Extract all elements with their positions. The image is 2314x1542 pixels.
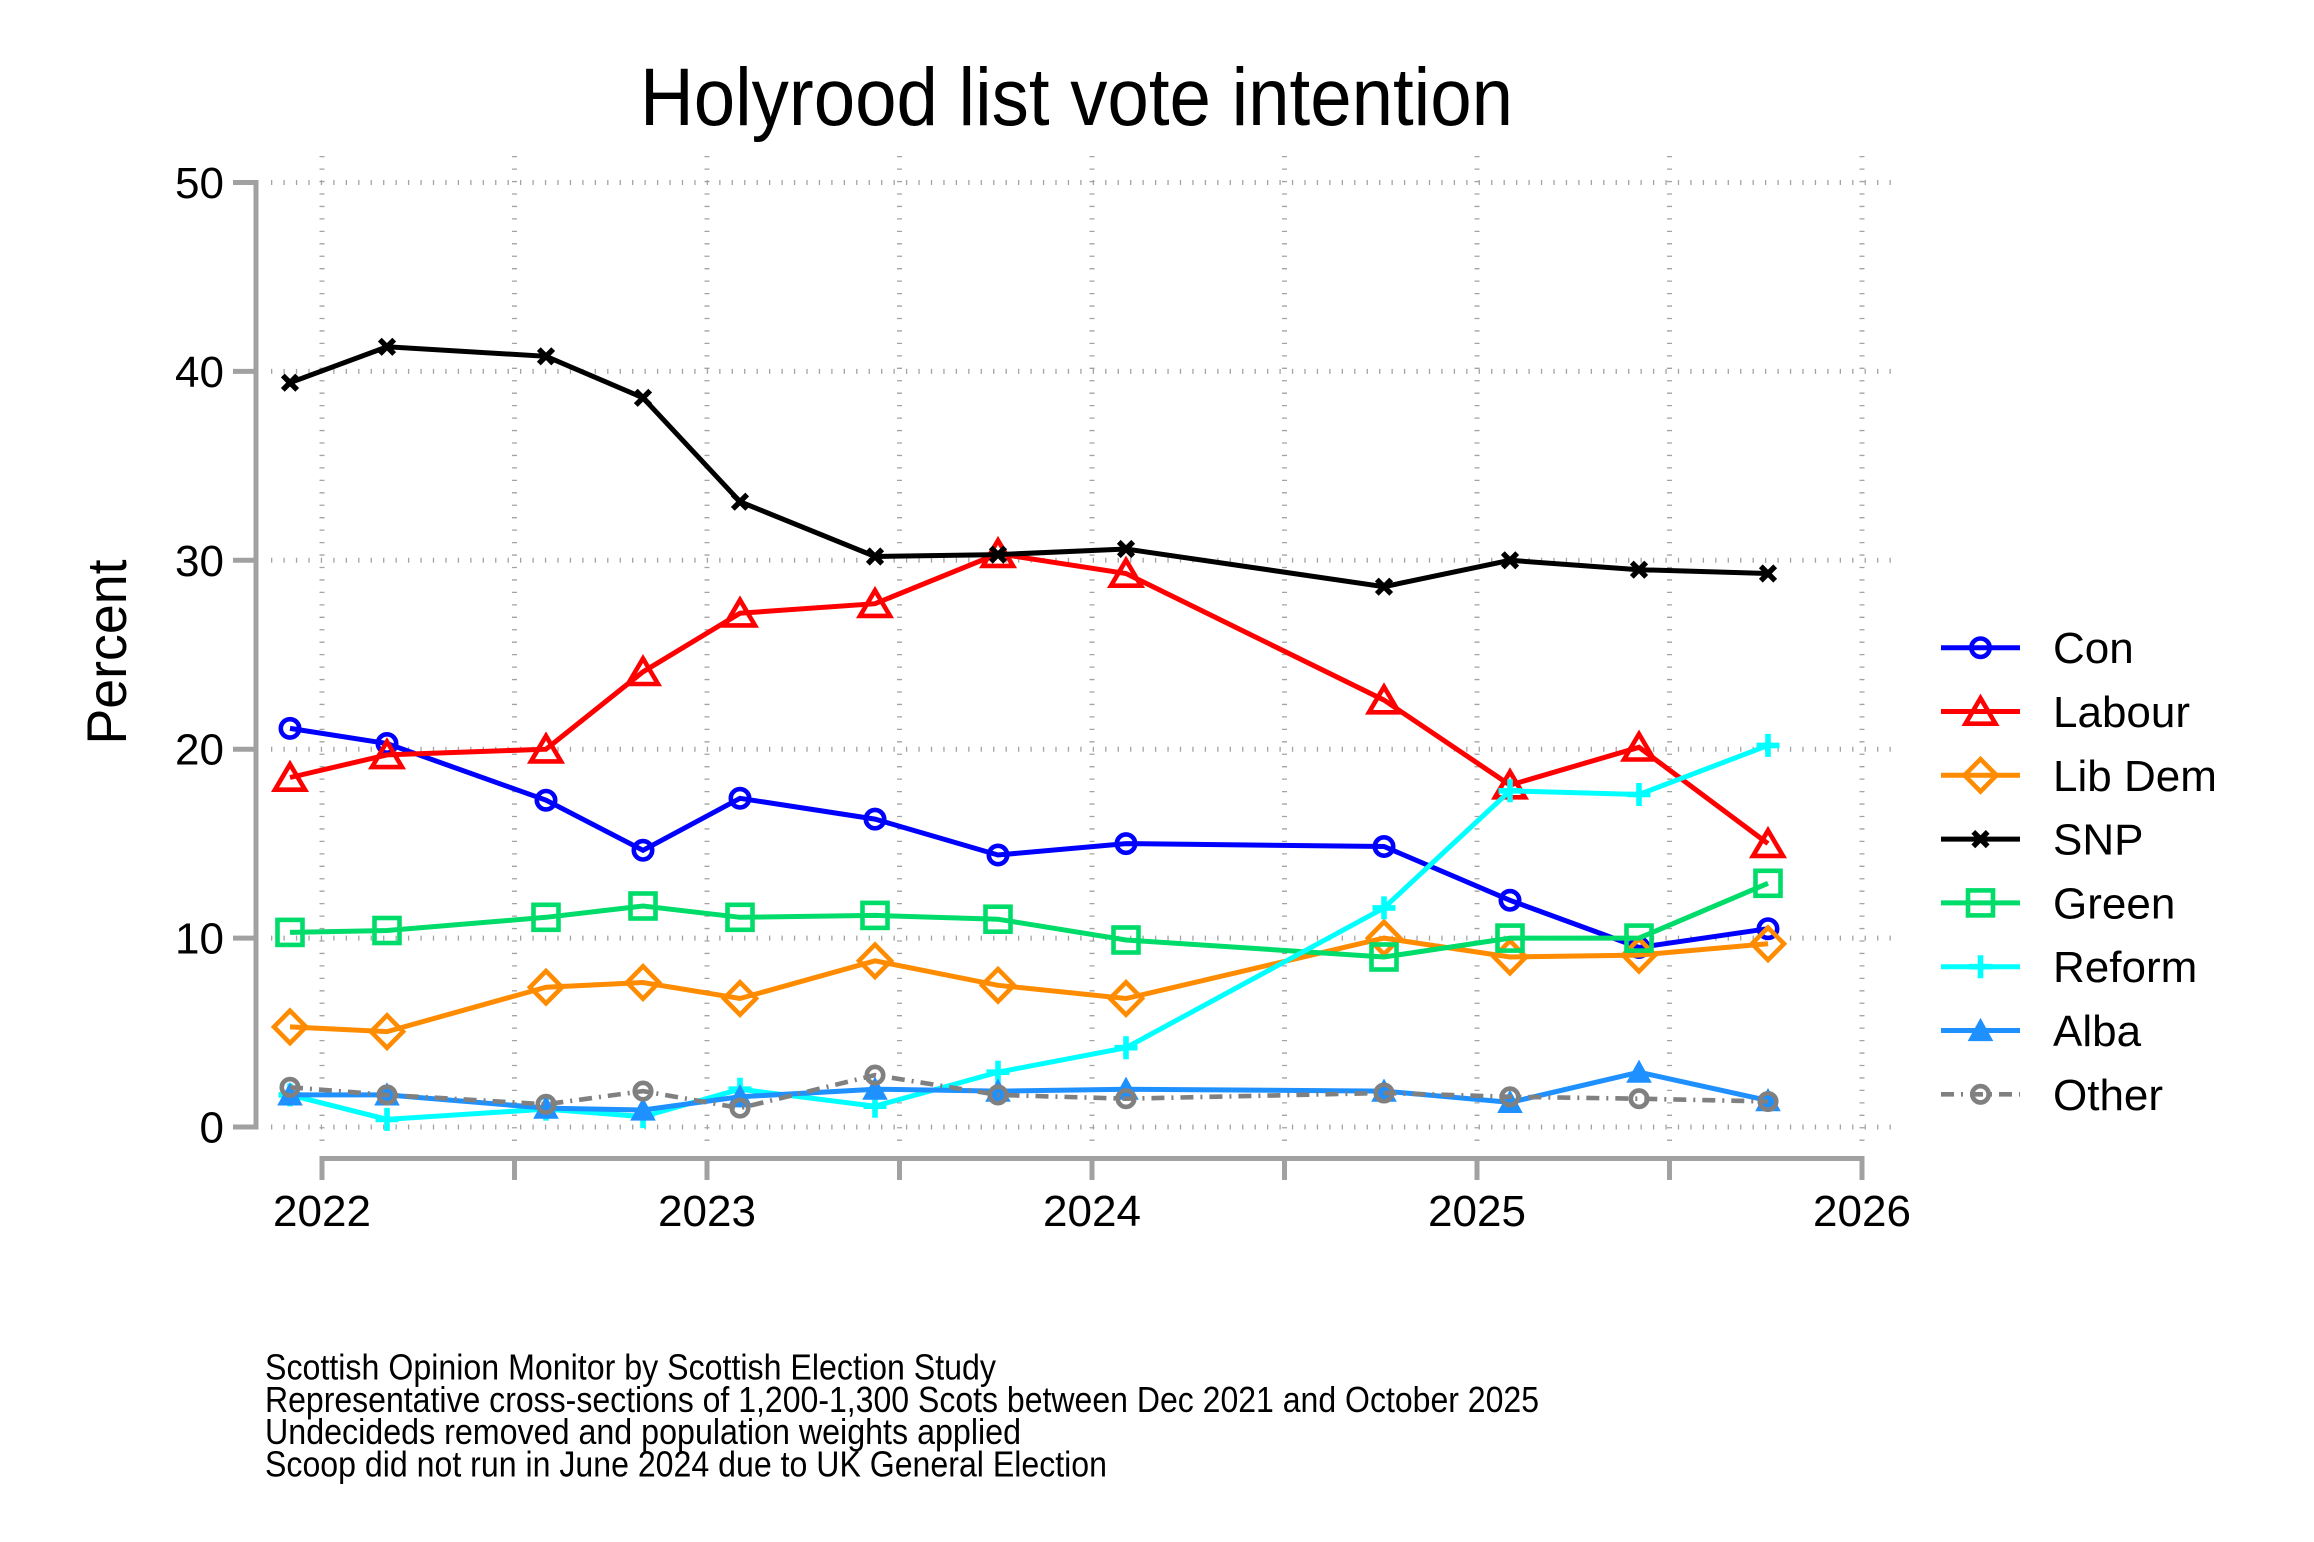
svg-text:Holyrood list vote intention: Holyrood list vote intention	[640, 52, 1513, 143]
svg-text:Undecideds removed and populat: Undecideds removed and population weight…	[265, 1411, 1021, 1452]
svg-text:SNP: SNP	[2053, 816, 2143, 865]
svg-text:30: 30	[175, 537, 224, 586]
svg-text:40: 40	[175, 348, 224, 397]
svg-text:Green: Green	[2053, 879, 2175, 928]
svg-text:10: 10	[175, 915, 224, 964]
svg-text:2026: 2026	[1813, 1187, 1911, 1236]
svg-text:Reform: Reform	[2053, 943, 2197, 992]
svg-text:2024: 2024	[1043, 1187, 1141, 1236]
svg-text:Representative cross-sections: Representative cross-sections of 1,200-1…	[265, 1379, 1539, 1420]
svg-text:Alba: Alba	[2053, 1007, 2142, 1056]
svg-text:Percent: Percent	[75, 559, 138, 744]
svg-text:Con: Con	[2053, 624, 2134, 673]
svg-text:Other: Other	[2053, 1071, 2163, 1120]
svg-text:50: 50	[175, 159, 224, 208]
svg-text:0: 0	[200, 1104, 224, 1153]
svg-text:2023: 2023	[658, 1187, 756, 1236]
svg-text:2025: 2025	[1428, 1187, 1526, 1236]
svg-text:20: 20	[175, 726, 224, 775]
svg-text:Labour: Labour	[2053, 688, 2190, 737]
svg-text:Scoop did not run in June 2024: Scoop did not run in June 2024 due to UK…	[265, 1443, 1107, 1484]
svg-text:Scottish Opinion Monitor by Sc: Scottish Opinion Monitor by Scottish Ele…	[265, 1347, 997, 1388]
svg-text:2022: 2022	[273, 1187, 371, 1236]
svg-text:Lib Dem: Lib Dem	[2053, 752, 2217, 801]
